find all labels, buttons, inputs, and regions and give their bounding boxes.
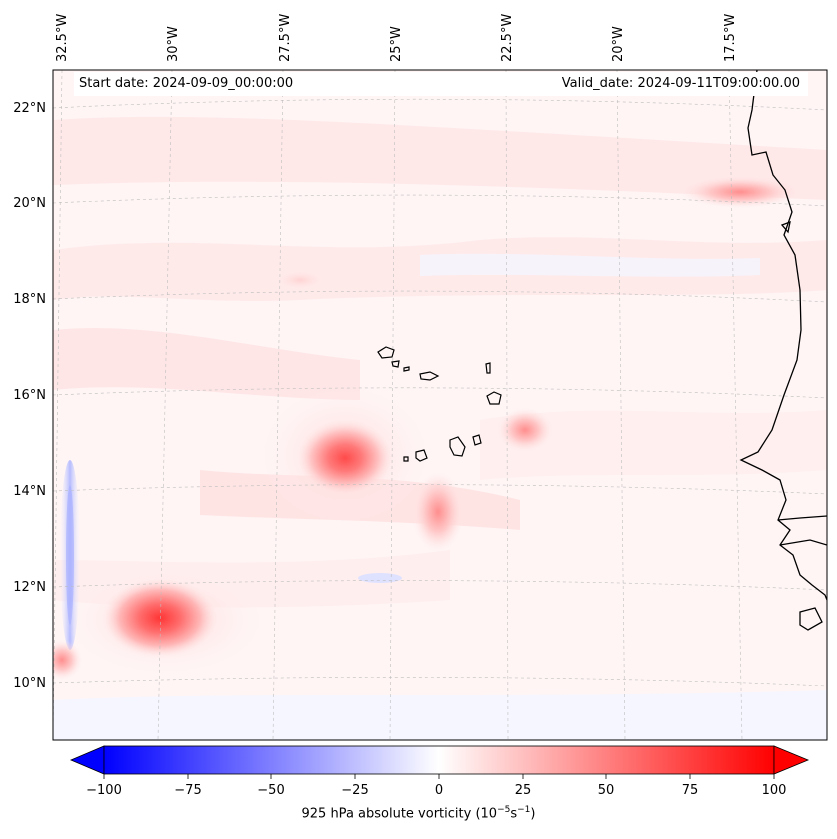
cape-verde-islands (377, 346, 502, 462)
colorbar-label-unit: s (510, 806, 518, 822)
lat-label: 14°N (13, 484, 46, 499)
colorbar-tick-label: 0 (435, 783, 443, 798)
lat-label: 16°N (13, 388, 46, 403)
lat-label: 20°N (13, 196, 46, 211)
lon-label: 27.5°W (278, 14, 293, 62)
colorbar-label-end: ) (530, 806, 536, 822)
colorbar-tick-label: 25 (515, 783, 532, 798)
colorbar-tick-label: −25 (341, 783, 368, 798)
lon-label: 17.5°W (723, 14, 738, 62)
colorbar-label-exponent-1: −5 (497, 805, 511, 815)
colorbar-tick-label: 75 (682, 783, 699, 798)
colorbar-tick-label: −100 (86, 783, 122, 798)
map-frame (52, 69, 828, 741)
colorbar-tick-label: −75 (174, 783, 201, 798)
lon-label: 20°W (611, 26, 626, 62)
graticule-lines (53, 70, 827, 740)
colorbar-label-main: 925 hPa absolute vorticity (10 (301, 806, 498, 822)
valid-date-label: Valid_date: 2024-09-11T09:00:00.00 (561, 76, 800, 91)
lon-label: 25°W (389, 26, 404, 62)
header-box (74, 72, 808, 96)
colorbar-label: 925 hPa absolute vorticity (10−5s−1) (0, 805, 837, 821)
colorbar-tick-label: −50 (257, 783, 284, 798)
latitude-labels: 22°N 20°N 18°N 16°N 14°N 12°N 10°N (13, 101, 46, 691)
lon-label: 30°W (166, 26, 181, 62)
start-date-label: Start date: 2024-09-09_00:00:00 (79, 76, 294, 91)
colorbar: −100 −75 −50 −25 0 25 50 75 100 (69, 745, 810, 798)
colorbar-extend-min (69, 745, 105, 775)
lon-label: 22.5°W (500, 14, 515, 62)
lat-label: 12°N (13, 580, 46, 595)
colorbar-extend-max (773, 745, 810, 775)
longitude-labels: 32.5°W 30°W 27.5°W 25°W 22.5°W 20°W 17.5… (55, 14, 738, 62)
lat-label: 18°N (13, 292, 46, 307)
lat-label: 10°N (13, 676, 46, 691)
colorbar-gradient (103, 745, 775, 775)
lat-label: 22°N (13, 101, 46, 116)
vorticity-field (53, 70, 827, 740)
lon-label: 32.5°W (55, 14, 70, 62)
colorbar-tick-label: 50 (598, 783, 615, 798)
colorbar-label-exponent-2: −1 (517, 805, 531, 815)
coastline (739, 70, 827, 631)
colorbar-tick-label: 100 (762, 783, 787, 798)
